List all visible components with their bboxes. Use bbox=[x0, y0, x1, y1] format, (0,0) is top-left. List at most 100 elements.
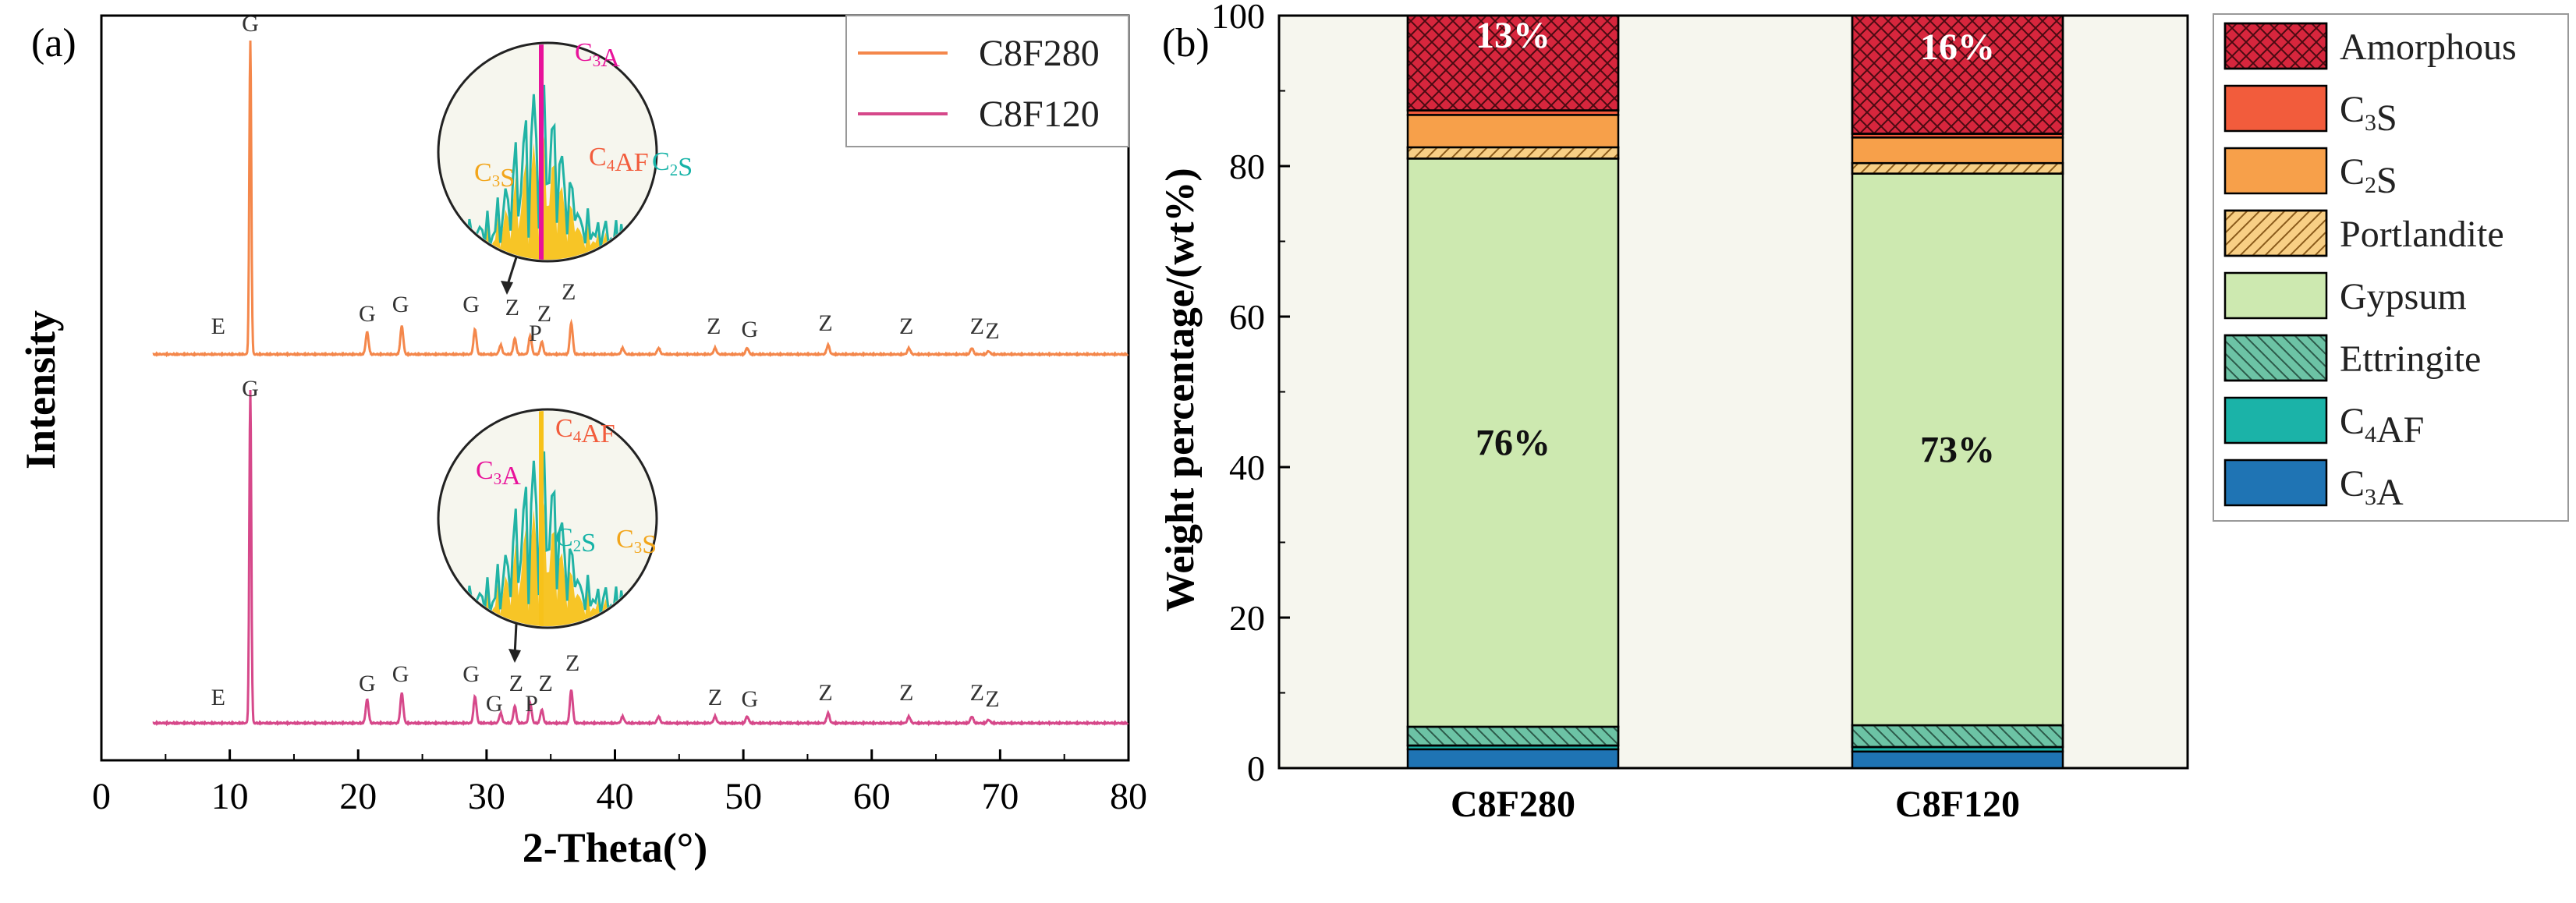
legend-frame bbox=[845, 15, 1129, 147]
xrd-pattern-c8f120 bbox=[152, 389, 1129, 727]
x-tick-label: 80 bbox=[1110, 776, 1147, 817]
peak-label: Z bbox=[818, 680, 832, 706]
peak-label: G bbox=[359, 671, 376, 696]
xrd-panel: (a) 0 10 20 30 40 50 60 70 80 2-Theta(°) Intensity G… bbox=[17, 11, 1147, 871]
y-tick-label: 60 bbox=[1229, 297, 1265, 337]
x-tick-label: 50 bbox=[725, 776, 762, 817]
legend-label-b: C3S bbox=[2340, 89, 2397, 139]
bar-segment-c2s bbox=[1851, 136, 2064, 165]
peak-label: Z bbox=[708, 685, 722, 710]
peak-label: E bbox=[211, 313, 225, 339]
y-tick-label: 20 bbox=[1229, 598, 1265, 638]
x-category-label: C8F120 bbox=[1895, 784, 2020, 825]
inset-arrowhead bbox=[508, 649, 521, 663]
x-tick-label: 30 bbox=[468, 776, 505, 817]
bar-segment-c2s bbox=[1406, 114, 1620, 149]
data-label: 76% bbox=[1476, 423, 1550, 464]
x-tick-label: 10 bbox=[211, 776, 249, 817]
panel-label-b: (b) bbox=[1162, 21, 1210, 66]
legend-label-b: Gypsum bbox=[2340, 276, 2467, 317]
x-tick-label: 70 bbox=[981, 776, 1019, 817]
inset-label: C3S bbox=[616, 525, 657, 559]
legend-swatch-c3s bbox=[2223, 84, 2328, 133]
legend-label-b: Ettringite bbox=[2340, 338, 2481, 380]
bar-segment-pattern bbox=[1406, 146, 1620, 160]
peak-label: Z bbox=[985, 686, 999, 712]
bar-c8f280 bbox=[1406, 14, 1620, 770]
inset-label: C3A bbox=[575, 38, 620, 73]
y-axis-label: Intensity bbox=[17, 310, 64, 469]
peak-label: G bbox=[359, 301, 376, 327]
legend-swatch-gypsum bbox=[2223, 271, 2328, 320]
bar-segment-pattern bbox=[1406, 14, 1620, 112]
legend-swatch-pattern bbox=[2223, 22, 2328, 70]
bar-segment-c3a bbox=[1406, 748, 1620, 770]
peak-label: Z bbox=[505, 295, 519, 320]
legend-swatch-pattern bbox=[2223, 334, 2328, 382]
inset-label: C3A bbox=[476, 456, 521, 490]
y-tick-label: 40 bbox=[1229, 448, 1265, 487]
peak-label: G bbox=[242, 376, 259, 402]
peak-label: G bbox=[392, 661, 409, 687]
bar-segment-pattern bbox=[1851, 14, 2064, 135]
legend-label: C8F120 bbox=[979, 94, 1100, 135]
inset-circle bbox=[437, 408, 658, 629]
peak-label: Z bbox=[537, 301, 551, 327]
y-tick-label: 0 bbox=[1247, 749, 1265, 788]
peak-label: G bbox=[462, 661, 480, 687]
inset-label: C3S bbox=[474, 158, 515, 193]
inset-label: C4AF bbox=[589, 143, 649, 177]
bar-legend: Amorphous C3S C2S Portlandite Gypsum Ettringi… bbox=[2213, 13, 2569, 522]
bar-segment-pattern bbox=[1851, 161, 2064, 175]
legend-label-b: Amorphous bbox=[2340, 27, 2517, 68]
bar-segment-gypsum bbox=[1851, 172, 2064, 727]
legend-label-b: C4AF bbox=[2340, 401, 2424, 451]
peak-label: Z bbox=[899, 680, 913, 706]
bar-segment-c3a bbox=[1851, 750, 2064, 770]
legend-label-b: C3A bbox=[2340, 463, 2404, 513]
peak-label: P bbox=[529, 320, 542, 346]
legend-swatch-pattern bbox=[2223, 209, 2328, 257]
peak-label: G bbox=[486, 691, 503, 717]
bar-c8f120 bbox=[1851, 14, 2064, 770]
peak-label: G bbox=[462, 292, 480, 317]
peak-label: Z bbox=[970, 313, 984, 339]
inset-arrowhead bbox=[501, 281, 513, 295]
peak-label: Z bbox=[818, 310, 832, 336]
y-tick-label: 100 bbox=[1211, 0, 1265, 36]
x-tick-label: 0 bbox=[92, 776, 111, 817]
peak-label: G bbox=[242, 11, 259, 37]
peak-label: G bbox=[392, 292, 409, 317]
legend-label-b: C2S bbox=[2340, 151, 2397, 201]
panel-label-a: (a) bbox=[31, 21, 76, 66]
bar-segment-gypsum bbox=[1406, 158, 1620, 728]
data-label: 13% bbox=[1476, 15, 1550, 56]
inset-circle bbox=[437, 41, 658, 263]
y-axis-label-b: Weight percentage/(wt%) bbox=[1158, 168, 1203, 611]
x-axis-label: 2-Theta(°) bbox=[523, 824, 708, 871]
data-label: 16% bbox=[1920, 27, 1995, 68]
inset-label: C2S bbox=[652, 147, 693, 182]
peak-label: P bbox=[525, 691, 538, 717]
x-tick-label: 40 bbox=[597, 776, 634, 817]
peak-label: Z bbox=[899, 313, 913, 339]
legend-label: C8F280 bbox=[979, 33, 1100, 74]
peak-label: G bbox=[742, 317, 759, 342]
x-tick-label: 60 bbox=[853, 776, 891, 817]
legend-label-b: Portlandite bbox=[2340, 214, 2504, 255]
stacked-bar-panel: (b) 0 20 40 60 80 100 Weight percentage/(wt%) C8… bbox=[1158, 0, 2569, 825]
legend-swatch-c2s bbox=[2223, 147, 2328, 195]
legend-swatch-c4af bbox=[2223, 396, 2328, 444]
legend-swatch-c3a bbox=[2223, 459, 2328, 507]
inset-label: C2S bbox=[555, 523, 596, 558]
peak-label: Z bbox=[970, 680, 984, 706]
peak-label: E bbox=[211, 685, 225, 710]
bar-segment-pattern bbox=[1851, 724, 2064, 749]
xrd-legend: C8F280 C8F120 bbox=[845, 15, 1129, 147]
peak-label: Z bbox=[509, 671, 523, 696]
peak-label: Z bbox=[562, 279, 576, 305]
peak-label: Z bbox=[565, 650, 579, 676]
xrd-pattern-c8f280 bbox=[152, 40, 1129, 358]
peak-label: Z bbox=[538, 671, 552, 696]
inset-label: C4AF bbox=[555, 414, 615, 448]
